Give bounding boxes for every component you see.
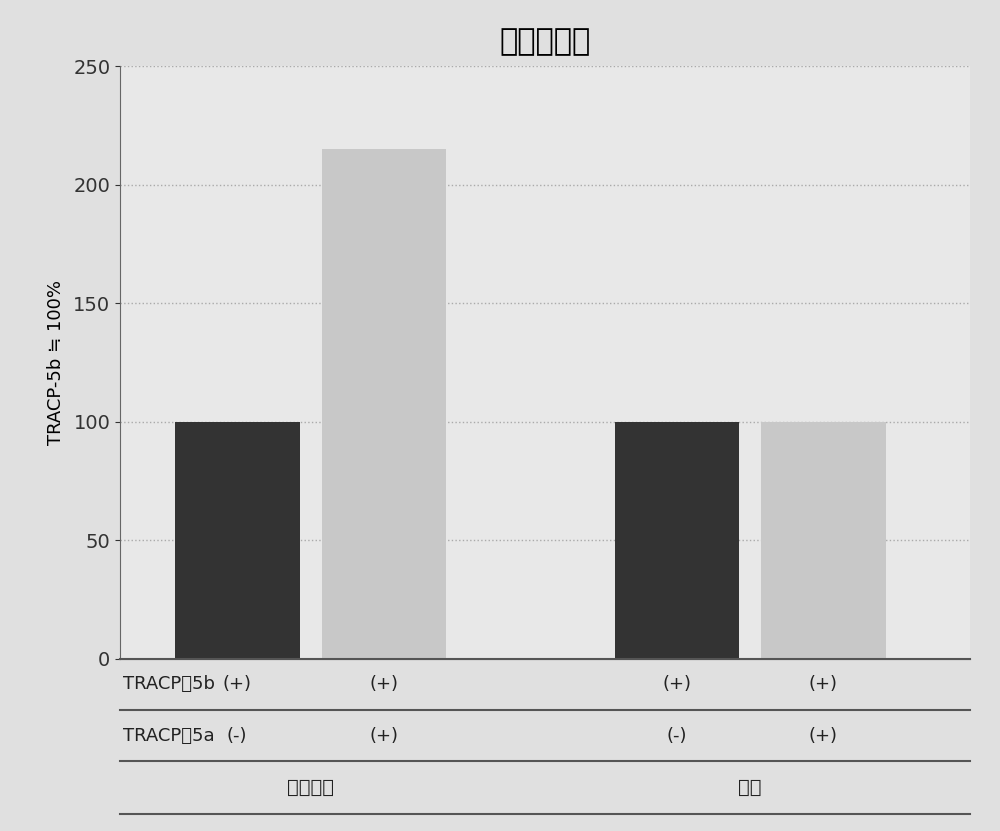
Text: (+): (+) [809,726,838,745]
Text: (+): (+) [223,676,252,693]
Title: 特异性检定: 特异性检定 [499,27,591,56]
Bar [322,150,446,658]
Text: (-): (-) [667,726,687,745]
Text: (+): (+) [809,676,838,693]
Text: TRACP～5b: TRACP～5b [123,676,215,693]
Text: (-): (-) [227,726,247,745]
Text: 公知方法: 公知方法 [287,779,334,798]
Bar [615,421,739,658]
Y-axis label: TRACP-5b ≒ 100%: TRACP-5b ≒ 100% [47,280,65,445]
Bar [175,421,300,658]
Text: TRACP～5a: TRACP～5a [123,726,215,745]
Bar [761,421,886,658]
Text: 本法: 本法 [738,779,762,798]
Text: (+): (+) [369,726,398,745]
Text: (+): (+) [662,676,691,693]
Text: (+): (+) [369,676,398,693]
